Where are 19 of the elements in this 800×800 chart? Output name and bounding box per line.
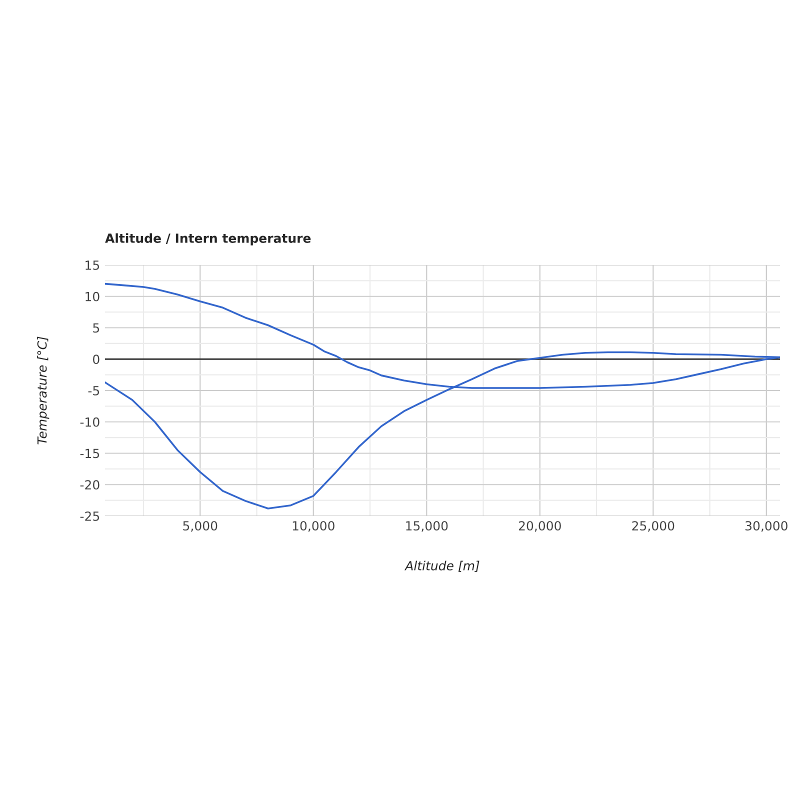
x-axis-title: Altitude [m] <box>404 560 480 572</box>
y-tick-label: 0 <box>93 354 100 364</box>
x-tick-label: 25,000 <box>632 521 674 532</box>
y-tick-label: -10 <box>80 417 100 427</box>
x-tick-label: 10,000 <box>292 521 334 532</box>
chart-title: Altitude / Intern temperature <box>105 233 311 246</box>
y-tick-label: -25 <box>80 511 100 521</box>
y-tick-label: -15 <box>80 448 100 458</box>
y-tick-label: 10 <box>86 292 100 302</box>
line-series <box>105 282 780 510</box>
y-tick-label: 5 <box>93 323 100 333</box>
x-tick-label: 15,000 <box>406 521 448 532</box>
y-tick-label: 15 <box>86 260 100 270</box>
y-axis-title: Temperature [°C] <box>37 336 50 444</box>
x-tick-label: 5,000 <box>183 521 218 532</box>
y-tick-label: -20 <box>80 480 100 490</box>
y-tick-label: -5 <box>88 386 100 396</box>
x-tick-label: 30,000 <box>745 521 788 532</box>
x-tick-label: 20,000 <box>518 521 561 532</box>
